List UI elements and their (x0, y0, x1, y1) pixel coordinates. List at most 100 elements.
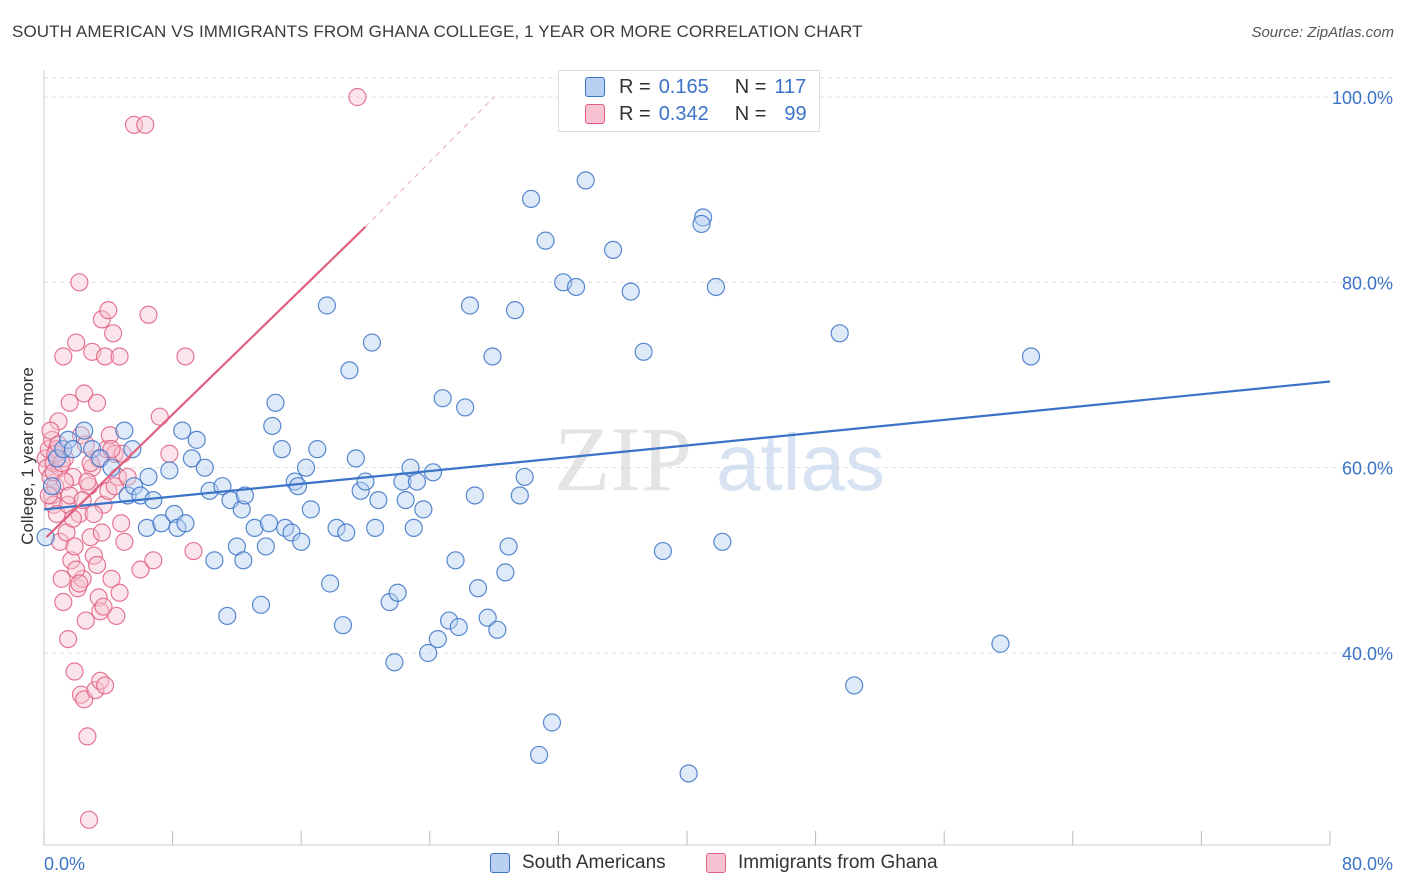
ghana-point (78, 727, 97, 746)
ghana-trend-line (45, 225, 367, 538)
ghana-point (67, 560, 86, 579)
legend-item-ghana[interactable]: Immigrants from Ghana (706, 852, 938, 874)
south-american-point (340, 361, 359, 380)
correlation-legend: R = 0.165 N = 117 R = 0.342 N = 99 (558, 70, 820, 132)
ghana-point (79, 810, 99, 829)
watermark: ZIP atlas (554, 408, 885, 510)
south-american-point (653, 541, 672, 561)
ghana-point (95, 676, 115, 695)
legend-r-value-1: 0.165 (658, 75, 709, 98)
y-tick-label: 60.0% (1342, 459, 1393, 479)
ghana-point (78, 472, 97, 491)
south-american-point (272, 440, 292, 459)
south-american-point (456, 398, 475, 417)
south-american-point (232, 500, 251, 519)
south-american-point (404, 518, 423, 538)
south-american-point (692, 214, 711, 234)
south-american-point (505, 301, 525, 320)
legend-n-value-2: 99 (784, 102, 807, 125)
ghana-point (112, 514, 131, 533)
south-american-point (576, 171, 595, 190)
south-american-point (530, 745, 549, 765)
south-american-point (369, 491, 388, 510)
legend-swatch-pink (585, 104, 605, 124)
south-american-point (182, 449, 201, 468)
south-american-point (465, 486, 484, 505)
south-american-point (515, 467, 534, 487)
south-american-point (388, 583, 407, 602)
south-american-point (47, 449, 66, 468)
ghana-trend-extension (365, 96, 495, 228)
ghana-point (81, 528, 100, 547)
south-american-point (173, 421, 192, 440)
ghana-point (131, 560, 150, 579)
south-american-point (830, 324, 849, 343)
legend-label-ghana: Immigrants from Ghana (738, 852, 938, 873)
south-american-point (679, 764, 698, 783)
axes (43, 70, 1331, 846)
watermark-zip: ZIP (554, 408, 692, 510)
ghana-point (348, 87, 367, 107)
south-american-trend-line (43, 380, 1331, 511)
south-american-point (706, 277, 726, 297)
south-american-point (139, 467, 158, 487)
legend-n-label: N = (734, 75, 767, 98)
south-american-point (301, 500, 320, 519)
south-american-point (468, 579, 488, 598)
south-american-point (713, 532, 732, 551)
legend-row-south-americans: R = 0.165 N = 117 (585, 74, 806, 100)
legend-r-value-2: 0.342 (658, 102, 709, 125)
ghana-point (136, 115, 155, 134)
south-american-point (483, 347, 502, 366)
legend-label-south-americans: South Americans (522, 852, 666, 873)
x-tick-label: 80.0% (1342, 854, 1393, 874)
ghana-point (75, 384, 94, 403)
legend-r-label: R = (619, 75, 651, 98)
legend-r-label: R = (619, 102, 651, 125)
south-american-point (63, 440, 83, 459)
ghana-point (115, 532, 134, 551)
south-american-point (235, 486, 255, 505)
south-american-point (292, 532, 311, 551)
south-american-point (75, 421, 94, 440)
ghana-point (67, 333, 86, 352)
south-american-point (510, 486, 529, 505)
south-american-point (488, 620, 507, 639)
ghana-point (70, 574, 89, 593)
south-american-point (396, 491, 415, 510)
legend-row-ghana: R = 0.342 N = 99 (585, 101, 807, 127)
south-american-point (385, 653, 404, 672)
legend-swatch-blue (585, 77, 605, 97)
south-american-point (251, 595, 271, 614)
south-american-point (321, 574, 340, 593)
ghana-point (62, 551, 81, 570)
legend-item-south-americans[interactable]: South Americans (490, 852, 666, 874)
ghana-point (86, 680, 105, 700)
south-american-point (414, 500, 433, 519)
south-american-point (195, 458, 214, 477)
south-american-point (296, 458, 316, 477)
tick-labels: 40.0% 60.0% 80.0% 100.0% 0.0% 80.0% (44, 88, 1393, 874)
south-american-point (256, 537, 275, 556)
legend-n-label: N = (734, 102, 767, 125)
ghana-point (60, 393, 79, 412)
south-american-point (234, 551, 253, 570)
south-american-point (603, 240, 623, 259)
south-american-point (54, 440, 73, 459)
source-label: Source: ZipAtlas.com (1251, 24, 1394, 41)
ghana-point (100, 426, 120, 445)
south-american-point (263, 416, 282, 436)
watermark-atlas: atlas (716, 418, 885, 507)
south-american-point (449, 617, 468, 637)
south-american-point (124, 477, 144, 496)
south-american-point (205, 551, 224, 570)
ghana-point (41, 421, 60, 440)
south-american-point (1021, 347, 1041, 366)
south-american-point (362, 333, 382, 352)
ghana-point (105, 477, 124, 496)
ghana-point (184, 541, 203, 561)
legend-n-value-1: 117 (774, 75, 807, 98)
ghana-point (76, 611, 95, 630)
ghana-point (89, 588, 108, 607)
